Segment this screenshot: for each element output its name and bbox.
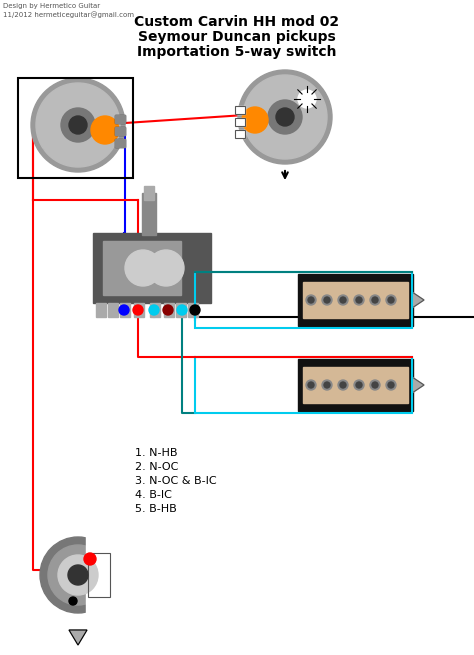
Bar: [88, 553, 110, 597]
Circle shape: [190, 305, 200, 315]
Text: 11/2012 hermeticeguitar@gmail.com: 11/2012 hermeticeguitar@gmail.com: [3, 11, 134, 18]
Bar: [86, 535, 121, 615]
Circle shape: [68, 565, 88, 585]
Bar: [115, 139, 125, 147]
Circle shape: [243, 75, 327, 159]
Circle shape: [370, 295, 380, 305]
Bar: [195, 357, 412, 413]
Bar: [164, 303, 174, 317]
Circle shape: [356, 297, 362, 303]
Bar: [150, 303, 160, 317]
Bar: [235, 118, 245, 126]
Bar: [115, 139, 125, 147]
Circle shape: [338, 295, 348, 305]
Circle shape: [386, 380, 396, 390]
Circle shape: [308, 297, 314, 303]
Circle shape: [125, 250, 161, 286]
Circle shape: [84, 553, 96, 565]
Text: 1. N-HB: 1. N-HB: [135, 448, 177, 458]
Circle shape: [386, 295, 396, 305]
Circle shape: [340, 382, 346, 388]
Bar: [176, 303, 186, 317]
Circle shape: [372, 382, 378, 388]
Circle shape: [276, 108, 294, 126]
Circle shape: [324, 297, 330, 303]
Bar: [298, 274, 413, 326]
Bar: [115, 127, 125, 135]
Circle shape: [69, 597, 77, 605]
Bar: [96, 303, 106, 317]
Circle shape: [58, 555, 98, 595]
Text: 5. B-HB: 5. B-HB: [135, 504, 177, 514]
Text: Seymour Duncan pickups: Seymour Duncan pickups: [138, 30, 336, 44]
Circle shape: [356, 382, 362, 388]
Bar: [303, 367, 408, 403]
Circle shape: [31, 78, 125, 172]
Circle shape: [163, 305, 173, 315]
Text: 4. B-IC: 4. B-IC: [135, 490, 172, 500]
Bar: [108, 303, 118, 317]
Circle shape: [306, 380, 316, 390]
Bar: [303, 282, 408, 318]
Circle shape: [308, 382, 314, 388]
Polygon shape: [412, 292, 424, 308]
Circle shape: [340, 297, 346, 303]
Bar: [134, 303, 144, 317]
Circle shape: [370, 380, 380, 390]
Text: Design by Hermetico Guitar: Design by Hermetico Guitar: [3, 3, 100, 9]
Bar: [93, 233, 211, 303]
Circle shape: [48, 545, 108, 605]
Circle shape: [338, 380, 348, 390]
Circle shape: [36, 83, 120, 167]
Bar: [115, 127, 125, 135]
Text: Importation 5-way switch: Importation 5-way switch: [137, 45, 337, 59]
Bar: [142, 193, 156, 235]
Circle shape: [372, 297, 378, 303]
Circle shape: [238, 70, 332, 164]
Bar: [298, 359, 413, 411]
Bar: [115, 115, 125, 123]
Circle shape: [388, 297, 394, 303]
Bar: [235, 130, 245, 138]
Text: Custom Carvin HH mod 02: Custom Carvin HH mod 02: [135, 15, 339, 29]
Circle shape: [119, 305, 129, 315]
Circle shape: [91, 116, 119, 144]
Polygon shape: [69, 630, 87, 645]
Circle shape: [133, 305, 143, 315]
Bar: [103, 241, 181, 295]
Bar: [115, 115, 125, 123]
Circle shape: [354, 295, 364, 305]
Bar: [88, 553, 110, 597]
Circle shape: [69, 116, 87, 134]
Bar: [235, 118, 245, 126]
Circle shape: [298, 90, 316, 108]
Circle shape: [61, 108, 95, 142]
Circle shape: [177, 305, 187, 315]
Bar: [235, 106, 245, 114]
Bar: [235, 106, 245, 114]
Bar: [235, 130, 245, 138]
Text: 2. N-OC: 2. N-OC: [135, 462, 178, 472]
Bar: [120, 303, 130, 317]
Bar: [195, 272, 412, 328]
Circle shape: [268, 100, 302, 134]
Text: 3. N-OC & B-IC: 3. N-OC & B-IC: [135, 476, 217, 486]
Circle shape: [322, 380, 332, 390]
Bar: [188, 303, 198, 317]
Circle shape: [242, 107, 268, 133]
Circle shape: [148, 250, 184, 286]
Polygon shape: [412, 377, 424, 393]
Circle shape: [149, 305, 159, 315]
Circle shape: [306, 295, 316, 305]
Bar: [18, 78, 133, 178]
Circle shape: [322, 295, 332, 305]
Circle shape: [388, 382, 394, 388]
Circle shape: [40, 537, 116, 613]
Circle shape: [354, 380, 364, 390]
Circle shape: [324, 382, 330, 388]
Bar: [144, 186, 154, 200]
